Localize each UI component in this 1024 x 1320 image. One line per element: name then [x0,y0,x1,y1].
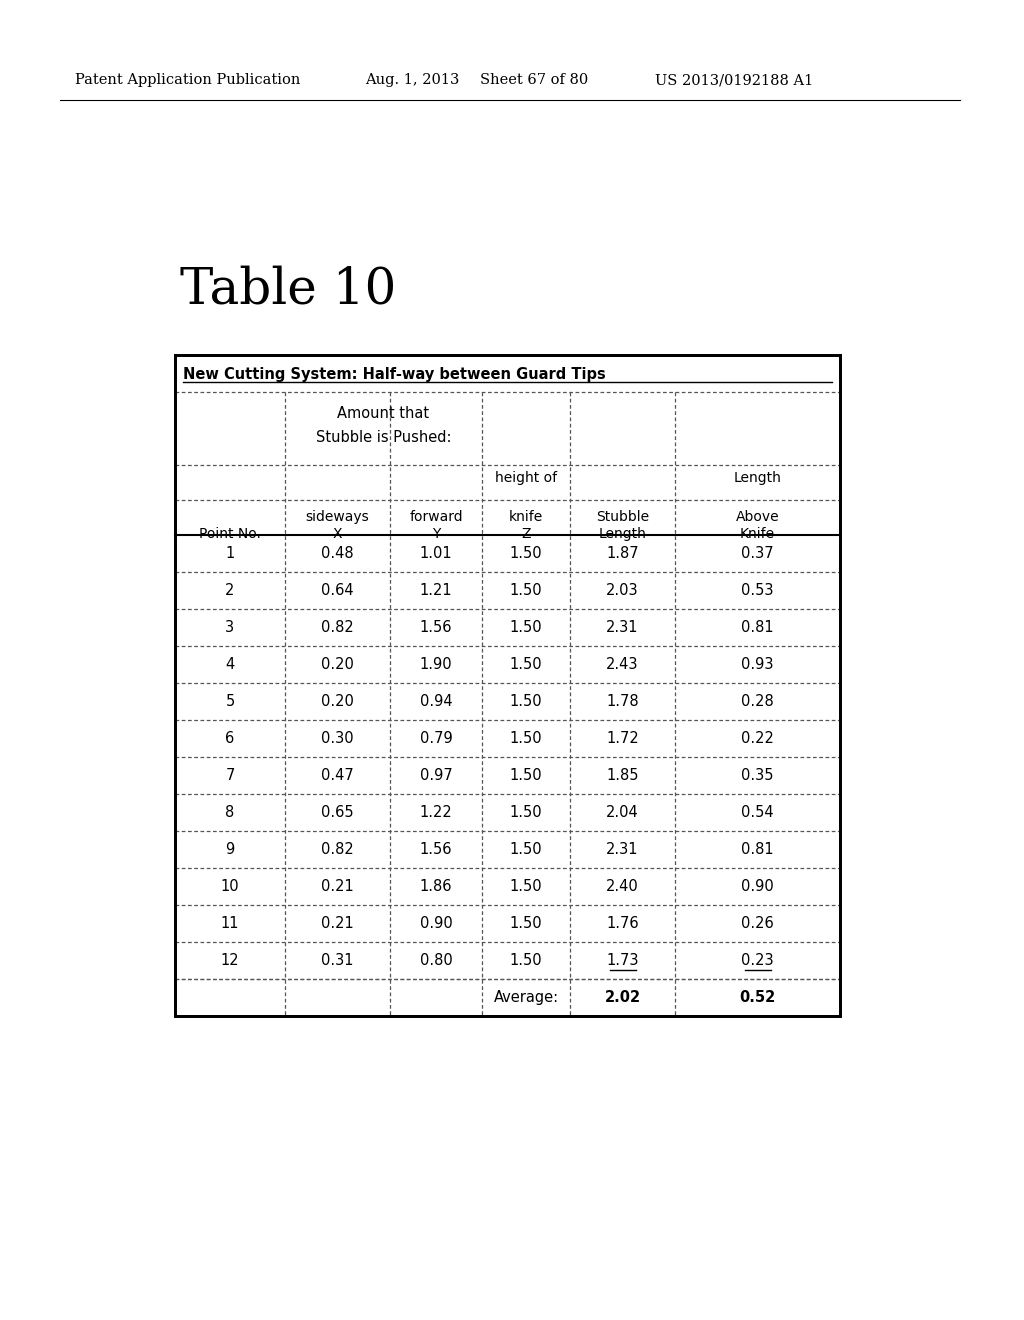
Text: 1: 1 [225,546,234,561]
Text: 10: 10 [221,879,240,894]
Text: 1.87: 1.87 [606,546,639,561]
Text: 0.20: 0.20 [322,657,354,672]
Text: 1.50: 1.50 [510,657,543,672]
Text: 0.97: 0.97 [420,768,453,783]
Text: 0.23: 0.23 [741,953,774,968]
Text: Z: Z [521,527,530,541]
Text: 12: 12 [221,953,240,968]
Text: 0.64: 0.64 [322,583,354,598]
Text: 0.81: 0.81 [741,620,774,635]
Text: 0.47: 0.47 [322,768,354,783]
Text: 0.31: 0.31 [322,953,353,968]
Text: 0.21: 0.21 [322,879,354,894]
Text: 1.50: 1.50 [510,768,543,783]
Text: 0.82: 0.82 [322,620,354,635]
Text: 2.02: 2.02 [604,990,641,1005]
Text: 1.50: 1.50 [510,842,543,857]
Text: 3: 3 [225,620,234,635]
Text: 1.50: 1.50 [510,583,543,598]
Text: 6: 6 [225,731,234,746]
Text: 1.50: 1.50 [510,953,543,968]
Text: 0.79: 0.79 [420,731,453,746]
Text: 0.65: 0.65 [322,805,354,820]
Text: Average:: Average: [494,990,558,1005]
Text: 0.30: 0.30 [322,731,354,746]
Text: Amount that: Amount that [338,405,429,421]
Text: 0.22: 0.22 [741,731,774,746]
Text: 2.03: 2.03 [606,583,639,598]
Text: US 2013/0192188 A1: US 2013/0192188 A1 [655,73,813,87]
Text: 0.37: 0.37 [741,546,774,561]
Text: height of: height of [495,471,557,484]
Text: 1.56: 1.56 [420,620,453,635]
Text: 0.90: 0.90 [741,879,774,894]
Text: Above: Above [735,510,779,524]
Text: 0.28: 0.28 [741,694,774,709]
Text: 1.21: 1.21 [420,583,453,598]
Text: Point No.: Point No. [199,527,261,541]
Text: 4: 4 [225,657,234,672]
Text: Patent Application Publication: Patent Application Publication [75,73,300,87]
Text: Length: Length [599,527,646,541]
Text: 0.20: 0.20 [322,694,354,709]
Text: 2.31: 2.31 [606,620,639,635]
Text: 8: 8 [225,805,234,820]
Text: 2: 2 [225,583,234,598]
Text: 0.90: 0.90 [420,916,453,931]
Text: 0.48: 0.48 [322,546,354,561]
Text: 0.81: 0.81 [741,842,774,857]
Text: 1.50: 1.50 [510,805,543,820]
Text: Sheet 67 of 80: Sheet 67 of 80 [480,73,588,87]
Text: 9: 9 [225,842,234,857]
Text: knife: knife [509,510,543,524]
Text: 0.52: 0.52 [739,990,775,1005]
Text: 1.85: 1.85 [606,768,639,783]
Text: New Cutting System: Half-way between Guard Tips: New Cutting System: Half-way between Gua… [183,367,606,381]
Text: 1.50: 1.50 [510,546,543,561]
Text: 1.56: 1.56 [420,842,453,857]
Text: 1.01: 1.01 [420,546,453,561]
Text: 0.21: 0.21 [322,916,354,931]
Text: 11: 11 [221,916,240,931]
Text: 2.04: 2.04 [606,805,639,820]
Text: 0.93: 0.93 [741,657,774,672]
Text: Y: Y [432,527,440,541]
Text: 0.26: 0.26 [741,916,774,931]
Text: 1.50: 1.50 [510,916,543,931]
Text: Length: Length [733,471,781,484]
Text: 0.82: 0.82 [322,842,354,857]
Text: 1.50: 1.50 [510,620,543,635]
Text: 1.22: 1.22 [420,805,453,820]
Text: 1.86: 1.86 [420,879,453,894]
Text: 0.53: 0.53 [741,583,774,598]
Text: 7: 7 [225,768,234,783]
Text: Knife: Knife [740,527,775,541]
Text: X: X [333,527,342,541]
Text: Stubble: Stubble [596,510,649,524]
Text: 0.54: 0.54 [741,805,774,820]
Text: 1.50: 1.50 [510,694,543,709]
Text: 1.72: 1.72 [606,731,639,746]
Text: 0.94: 0.94 [420,694,453,709]
Text: Stubble is Pushed:: Stubble is Pushed: [315,430,452,446]
Text: 1.73: 1.73 [606,953,639,968]
Text: 5: 5 [225,694,234,709]
Text: forward: forward [410,510,463,524]
Text: 0.35: 0.35 [741,768,774,783]
Text: 1.50: 1.50 [510,731,543,746]
Text: Table 10: Table 10 [180,265,396,314]
Text: 1.76: 1.76 [606,916,639,931]
Text: 2.43: 2.43 [606,657,639,672]
Text: 1.78: 1.78 [606,694,639,709]
Text: sideways: sideways [305,510,370,524]
Text: 1.50: 1.50 [510,879,543,894]
Text: 2.40: 2.40 [606,879,639,894]
Text: Aug. 1, 2013: Aug. 1, 2013 [365,73,460,87]
Text: 1.90: 1.90 [420,657,453,672]
Text: 0.80: 0.80 [420,953,453,968]
Text: 2.31: 2.31 [606,842,639,857]
